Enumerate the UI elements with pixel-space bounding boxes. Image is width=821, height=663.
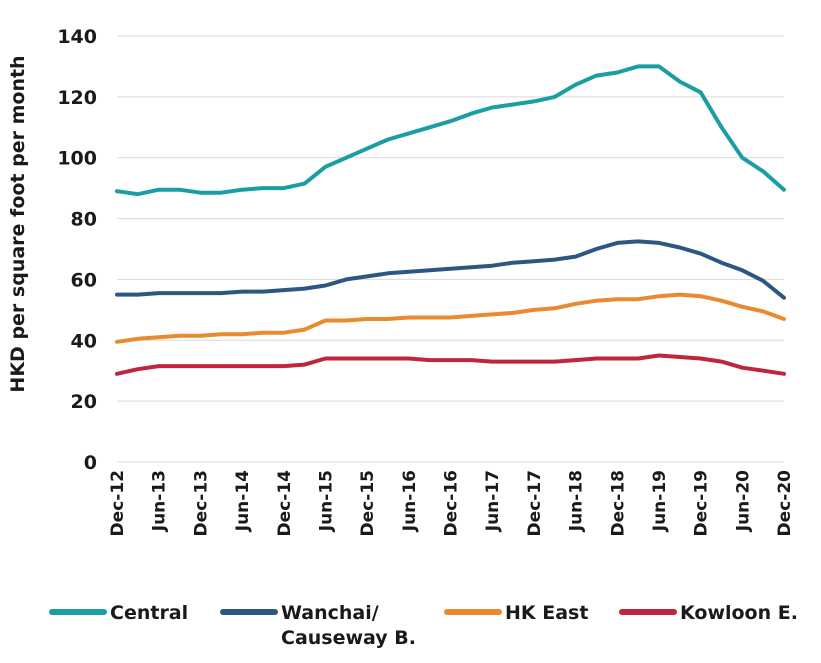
- legend-item: Wanchai/Causeway B.: [220, 602, 416, 649]
- x-tick-label: Dec-12: [108, 470, 128, 536]
- series-line-0: [115, 64, 786, 197]
- y-tick-label: 140: [57, 26, 97, 48]
- y-axis-title: HKD per square foot per month: [7, 55, 29, 392]
- series-lines: [115, 64, 786, 376]
- x-tick-label: Jun-19: [650, 470, 670, 532]
- x-tick-label: Dec-19: [692, 470, 712, 536]
- legend-label: Kowloon E.: [680, 602, 798, 624]
- series-line-2: [115, 292, 786, 344]
- x-tick-label: Jun-13: [150, 470, 170, 532]
- legend: Central Wanchai/Causeway B. HK East Kowloon…: [49, 602, 798, 649]
- x-tick-label: Dec-17: [525, 470, 545, 536]
- legend-label: Central: [110, 602, 188, 624]
- y-tick-label: 20: [71, 391, 97, 413]
- x-tick-label: Jun-20: [733, 470, 753, 532]
- x-tick-label: Dec-20: [775, 470, 795, 537]
- y-tick-label: 40: [71, 330, 97, 352]
- x-tick-label: Dec-16: [442, 470, 462, 536]
- x-tick-label: Jun-15: [316, 470, 336, 532]
- x-tick-label: Dec-18: [608, 470, 628, 536]
- y-tick-label: 120: [57, 87, 97, 109]
- legend-item: Central: [49, 602, 188, 624]
- x-axis-ticks: Dec-12 Jun-13 Dec-13 Jun-14 Dec-14 Jun-15 Dec-…: [108, 470, 795, 537]
- y-tick-label: 60: [71, 269, 97, 291]
- legend-item: Kowloon E.: [619, 602, 798, 624]
- x-tick-label: Jun-18: [567, 470, 587, 532]
- legend-label: HK East: [505, 602, 588, 624]
- y-tick-label: 80: [71, 209, 97, 231]
- x-tick-label: Dec-15: [358, 470, 378, 536]
- legend-label: Wanchai/: [281, 602, 379, 624]
- x-tick-label: Dec-13: [191, 470, 211, 536]
- gridlines: [117, 35, 784, 463]
- x-tick-label: Jun-14: [233, 470, 253, 532]
- y-tick-label: 0: [84, 452, 97, 474]
- legend-label: Causeway B.: [281, 627, 416, 649]
- series-line-3: [115, 353, 786, 376]
- y-axis-ticks: 0 20 40 60 80 100 120 140: [57, 26, 97, 474]
- x-tick-label: Jun-17: [483, 470, 503, 532]
- series-line-1: [115, 239, 786, 300]
- y-tick-label: 100: [57, 148, 97, 170]
- x-tick-label: Dec-14: [275, 470, 295, 537]
- legend-item: HK East: [444, 602, 588, 624]
- x-tick-label: Jun-16: [400, 470, 420, 532]
